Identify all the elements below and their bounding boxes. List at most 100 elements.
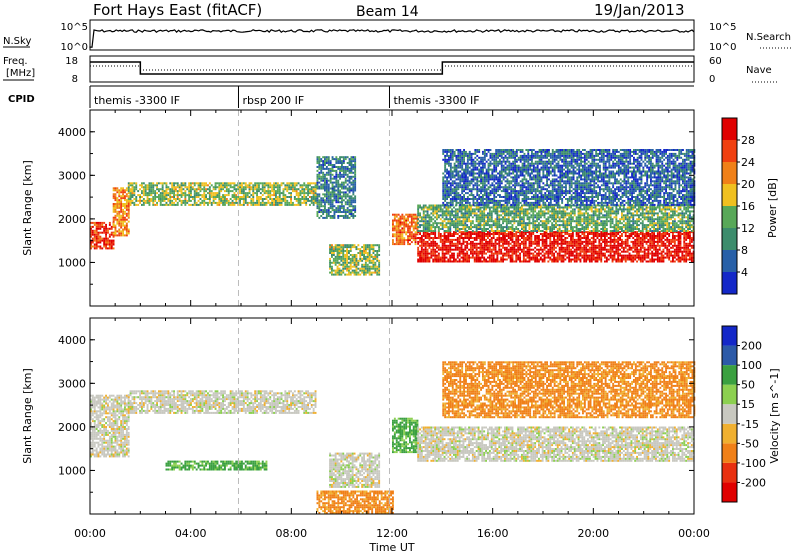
data-cell	[144, 199, 147, 202]
data-cell	[182, 201, 185, 204]
data-cell	[420, 235, 423, 237]
data-cell	[536, 242, 538, 245]
data-cell	[498, 233, 501, 235]
data-cell	[626, 238, 629, 241]
data-cell	[432, 238, 435, 241]
data-cell	[496, 231, 499, 234]
data-cell	[456, 216, 459, 219]
data-cell	[460, 244, 463, 247]
data-cell	[414, 235, 417, 238]
data-cell	[577, 238, 580, 241]
data-cell	[655, 235, 657, 237]
data-cell	[481, 244, 484, 247]
data-cell	[566, 230, 569, 232]
data-cell	[600, 246, 603, 249]
data-cell	[481, 235, 484, 237]
data-cell	[409, 229, 411, 232]
data-cell	[212, 192, 215, 195]
data-cell	[363, 244, 365, 247]
data-cell	[167, 192, 170, 195]
data-cell	[105, 229, 107, 232]
data-cell	[222, 196, 224, 198]
data-cell	[125, 193, 128, 196]
data-cell	[416, 223, 419, 226]
data-cell	[314, 190, 317, 193]
data-cell	[275, 203, 277, 206]
data-cell	[288, 186, 291, 189]
data-cell	[392, 235, 394, 238]
data-cell	[621, 260, 623, 263]
data-cell	[203, 196, 206, 198]
data-cell	[519, 260, 521, 263]
data-cell	[331, 265, 333, 268]
data-cell	[494, 220, 497, 223]
data-cell	[127, 205, 130, 207]
data-cell	[587, 250, 589, 253]
data-cell	[231, 194, 234, 197]
data-cell	[600, 250, 603, 253]
data-cell	[316, 199, 319, 202]
data-cell	[547, 228, 550, 230]
data-cell	[485, 216, 487, 219]
data-cell	[571, 231, 574, 234]
data-cell	[325, 167, 328, 170]
data-cell	[502, 254, 504, 257]
data-cell	[494, 212, 497, 215]
data-cell	[462, 252, 465, 255]
data-cell	[605, 233, 608, 235]
data-cell	[188, 192, 191, 195]
data-cell	[324, 201, 326, 204]
data-cell	[103, 227, 106, 230]
data-cell	[562, 214, 565, 217]
data-cell	[609, 256, 612, 259]
data-cell	[276, 192, 279, 195]
data-cell	[327, 211, 330, 213]
data-cell	[320, 187, 323, 190]
data-cell	[399, 233, 402, 236]
data-cell	[335, 179, 338, 182]
data-cell	[630, 260, 633, 263]
data-cell	[605, 235, 608, 237]
data-cell	[174, 182, 177, 185]
data-cell	[231, 190, 234, 193]
data-cell	[468, 258, 470, 261]
data-cell	[458, 210, 461, 213]
data-cell	[471, 254, 474, 257]
data-cell	[344, 191, 347, 194]
data-cell	[417, 246, 420, 249]
data-cell	[133, 190, 136, 193]
data-cell	[259, 192, 262, 195]
data-cell	[349, 246, 352, 249]
data-cell	[566, 231, 569, 234]
data-cell	[528, 246, 531, 249]
data-cell	[579, 242, 582, 245]
data-cell	[449, 216, 452, 219]
data-cell	[685, 250, 688, 253]
data-cell	[350, 213, 353, 215]
data-cell	[555, 250, 557, 253]
data-cell	[364, 263, 367, 266]
data-cell	[473, 250, 476, 253]
data-cell	[99, 239, 102, 242]
data-cell	[432, 254, 435, 257]
data-cell	[316, 187, 319, 190]
data-cell	[188, 194, 191, 197]
data-cell	[462, 224, 465, 227]
data-cell	[536, 238, 538, 241]
data-cell	[519, 220, 521, 223]
data-cell	[410, 233, 413, 236]
data-cell	[579, 238, 582, 241]
data-cell	[419, 224, 421, 227]
data-cell	[513, 244, 516, 247]
data-cell	[490, 242, 493, 245]
data-cell	[338, 257, 341, 260]
data-cell	[171, 201, 174, 204]
data-cell	[401, 227, 404, 230]
data-cell	[419, 212, 421, 215]
data-cell	[265, 196, 268, 198]
data-cell	[263, 184, 266, 187]
data-cell	[426, 250, 429, 253]
data-cell	[454, 244, 457, 247]
data-cell	[216, 203, 219, 206]
data-cell	[611, 248, 614, 251]
